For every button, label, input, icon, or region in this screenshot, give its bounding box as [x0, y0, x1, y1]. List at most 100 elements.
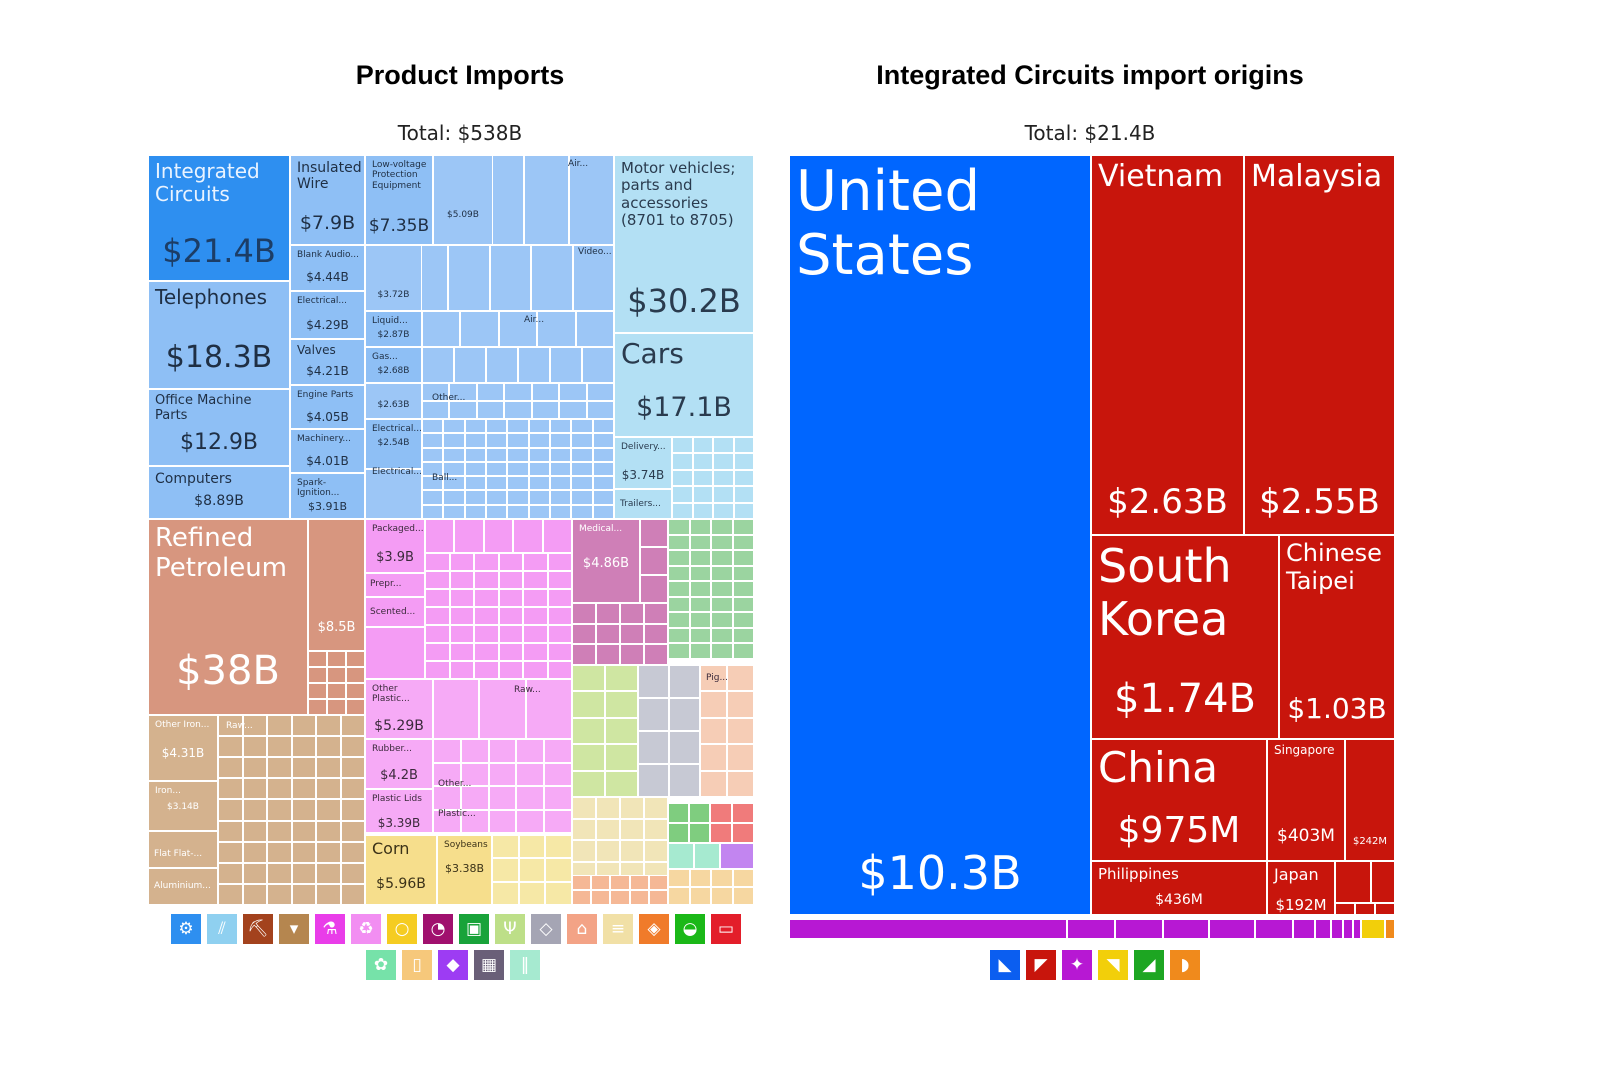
treemap-small-tile[interactable]: [672, 502, 693, 519]
treemap-small-tile[interactable]: [422, 490, 444, 505]
europe-strip-tile[interactable]: [1209, 919, 1255, 939]
treemap-small-tile[interactable]: [218, 715, 243, 737]
treemap-small-tile[interactable]: [474, 643, 499, 661]
treemap-small-tile[interactable]: [507, 461, 529, 477]
treemap-small-tile[interactable]: [218, 757, 243, 779]
treemap-tile-integrated-circuits[interactable]: Integrated Circuits $21.4B: [148, 155, 290, 281]
treemap-small-tile[interactable]: [340, 715, 365, 737]
treemap-tile-other-plastic[interactable]: Other Plastic... $5.29B: [365, 679, 433, 739]
treemap-small-tile[interactable]: [340, 820, 365, 842]
treemap-small-tile[interactable]: [242, 778, 267, 800]
treemap-small-tile[interactable]: [316, 862, 341, 884]
treemap-small-tile[interactable]: [460, 786, 489, 810]
treemap-small-tile[interactable]: [340, 778, 365, 800]
treemap-small-tile[interactable]: [507, 490, 529, 505]
treemap-tile-computers[interactable]: Computers $8.89B: [148, 466, 290, 519]
treemap-small-tile[interactable]: [692, 453, 713, 470]
treemap-small-tile[interactable]: [713, 437, 734, 454]
treemap-small-tile[interactable]: [523, 643, 548, 661]
treemap-small-tile[interactable]: [732, 803, 754, 823]
treemap-small-tile[interactable]: [586, 383, 614, 401]
treemap-small-tile[interactable]: [267, 715, 292, 737]
treemap-small-tile[interactable]: [474, 553, 499, 571]
treemap-small-tile[interactable]: [689, 519, 711, 535]
miscellaneous-icon[interactable]: ▭: [711, 914, 741, 944]
europe-strip-tile[interactable]: [1353, 919, 1361, 939]
treemap-small-tile[interactable]: [689, 887, 711, 905]
treemap-small-tile[interactable]: [545, 881, 572, 905]
foodstuffs-icon[interactable]: Ψ: [495, 914, 525, 944]
metals-icon[interactable]: ▾: [279, 914, 309, 944]
treemap-small-tile[interactable]: [492, 835, 519, 859]
treemap-small-tile[interactable]: [640, 519, 668, 547]
treemap-small-tile[interactable]: [460, 762, 489, 786]
treemap-small-tile[interactable]: [644, 797, 668, 819]
origin-tile-philippines[interactable]: Philippines $436M: [1091, 861, 1267, 915]
treemap-small-tile[interactable]: [308, 699, 327, 715]
treemap-small-tile[interactable]: [669, 731, 700, 764]
treemap-small-tile[interactable]: [340, 862, 365, 884]
treemap-small-tile[interactable]: [571, 433, 593, 448]
treemap-small-tile[interactable]: [711, 519, 733, 535]
treemap-small-tile[interactable]: [267, 862, 292, 884]
treemap-small-tile[interactable]: [710, 803, 732, 823]
treemap-small-tile[interactable]: [504, 401, 532, 419]
treemap-small-tile[interactable]: [488, 739, 517, 763]
treemap-small-tile[interactable]: [474, 589, 499, 607]
treemap-tile[interactable]: $5.09B: [433, 155, 493, 245]
treemap-small-tile[interactable]: [592, 490, 614, 505]
treemap-small-tile[interactable]: [572, 665, 605, 692]
treemap-small-tile[interactable]: [422, 461, 444, 477]
treemap-small-tile[interactable]: [422, 504, 444, 519]
treemap-small-tile[interactable]: [572, 770, 605, 797]
treemap-small-tile[interactable]: [316, 883, 341, 905]
treemap-small-tile[interactable]: [733, 437, 754, 454]
treemap-small-tile[interactable]: [498, 643, 523, 661]
treemap-small-tile[interactable]: [308, 667, 327, 683]
treemap-small-tile[interactable]: [498, 607, 523, 625]
europe-strip-tile[interactable]: [1331, 919, 1343, 939]
treemap-small-tile[interactable]: [267, 778, 292, 800]
textiles-icon[interactable]: ▣: [459, 914, 489, 944]
treemap-small-tile[interactable]: [572, 744, 605, 771]
treemap-small-tile[interactable]: [528, 504, 550, 519]
treemap-small-tile[interactable]: [242, 736, 267, 758]
treemap-small-tile[interactable]: [732, 534, 754, 551]
treemap-small-tile[interactable]: [528, 476, 550, 491]
treemap-small-tile[interactable]: [316, 736, 341, 758]
treemap-small-tile[interactable]: [443, 433, 465, 448]
treemap-small-tile[interactable]: [267, 799, 292, 821]
treemap-small-tile[interactable]: [700, 691, 727, 718]
treemap-small-tile[interactable]: [596, 623, 620, 645]
treemap-small-tile[interactable]: [648, 890, 668, 905]
treemap-small-tile[interactable]: [507, 433, 529, 448]
treemap-small-tile[interactable]: [550, 476, 572, 491]
treemap-small-tile[interactable]: [596, 818, 620, 841]
treemap-small-tile[interactable]: [689, 596, 711, 613]
treemap-small-tile[interactable]: [267, 820, 292, 842]
treemap-small-tile[interactable]: [425, 519, 455, 553]
africa-icon[interactable]: ◥: [1098, 950, 1128, 980]
treemap-small-tile[interactable]: [669, 665, 700, 698]
treemap-small-tile[interactable]: [1375, 903, 1395, 915]
treemap-tile-delivery[interactable]: Delivery... $3.74B: [614, 437, 672, 489]
treemap-tile[interactable]: $3.72B: [365, 245, 422, 311]
treemap-small-tile[interactable]: [689, 643, 711, 659]
treemap-tile-machinery[interactable]: Machinery... $4.01B: [290, 429, 365, 473]
treemap-small-tile[interactable]: [669, 698, 700, 731]
treemap-small-tile[interactable]: [610, 875, 630, 890]
treemap-tile-soybeans[interactable]: Soybeans $3.38B: [437, 835, 492, 905]
treemap-small-tile[interactable]: [498, 571, 523, 589]
treemap-small-tile[interactable]: [545, 858, 572, 882]
treemap-small-tile[interactable]: [464, 419, 486, 434]
treemap-small-tile[interactable]: [710, 823, 732, 843]
treemap-tile-medical[interactable]: Medical... $4.86B: [572, 519, 640, 603]
treemap-small-tile[interactable]: [422, 419, 444, 434]
treemap-small-tile[interactable]: [545, 835, 572, 859]
weapons-icon[interactable]: ‖: [510, 950, 540, 980]
treemap-small-tile[interactable]: [733, 453, 754, 470]
treemap-small-tile[interactable]: [610, 890, 630, 905]
oceania-icon[interactable]: ◗: [1170, 950, 1200, 980]
treemap-small-tile[interactable]: [316, 757, 341, 779]
treemap-tile-engine-parts[interactable]: Engine Parts $4.05B: [290, 385, 365, 429]
